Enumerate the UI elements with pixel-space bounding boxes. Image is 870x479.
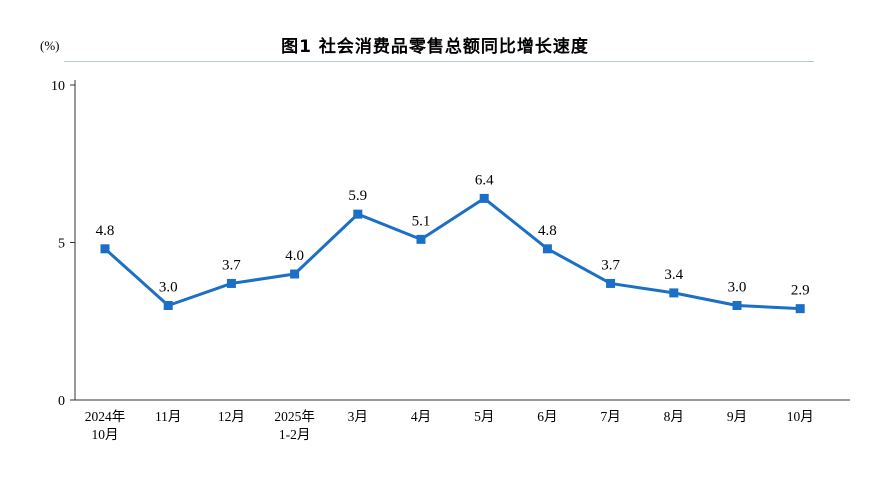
chart-title: 图1 社会消费品零售总额同比增长速度 (281, 37, 589, 57)
data-point-label: 4.0 (285, 248, 304, 264)
x-category-label: 10月 (92, 427, 119, 442)
data-point-label: 5.1 (412, 213, 431, 229)
data-point-label: 3.7 (601, 257, 620, 273)
y-tick-label: 0 (58, 394, 65, 409)
x-category-label: 4月 (411, 409, 431, 424)
y-tick-label: 5 (58, 237, 65, 252)
x-category-label: 5月 (474, 409, 494, 424)
data-point-marker (606, 278, 616, 288)
x-category-label: 8月 (664, 409, 684, 424)
x-category-label: 2024年 (85, 409, 126, 424)
data-point-marker (226, 278, 236, 288)
data-line (103, 196, 802, 311)
data-point-marker (163, 301, 173, 310)
data-point-marker (795, 304, 805, 314)
data-point-marker (353, 209, 363, 219)
data-point-label: 5.9 (348, 188, 367, 204)
x-category-label: 2025年 (274, 409, 315, 424)
data-point-marker (732, 301, 742, 310)
data-point-label: 3.0 (159, 280, 178, 296)
x-category-label: 7月 (600, 409, 620, 424)
line-chart: 0 5 10 4.8 3.0 3.7 4.0 5.9 5.1 6.4 4.8 3.7 3.4 3.0 2.9… (51, 79, 850, 442)
data-point-marker (100, 244, 110, 254)
data-point-marker (416, 234, 426, 244)
data-point-label: 6.4 (475, 172, 494, 188)
data-point-marker (542, 244, 552, 254)
x-category-label: 3月 (348, 409, 368, 424)
data-point-label: 4.8 (538, 223, 557, 239)
x-category-label: 9月 (727, 409, 747, 424)
data-point-marker (479, 193, 489, 203)
x-category-label: 6月 (537, 409, 557, 424)
x-category-label: 11月 (155, 409, 182, 424)
y-axis-unit-label: (%) (40, 38, 60, 53)
x-category-label: 1-2月 (279, 427, 311, 442)
data-point-label: 3.4 (664, 267, 683, 283)
data-point-label: 4.8 (96, 223, 115, 239)
data-point-marker (290, 269, 300, 279)
x-category-label: 12月 (218, 409, 245, 424)
x-category-label: 10月 (787, 409, 814, 424)
data-point-label: 3.7 (222, 257, 241, 273)
y-tick-label: 10 (51, 79, 65, 94)
title-divider (64, 61, 814, 62)
data-point-label: 3.0 (728, 280, 747, 296)
data-point-marker (669, 288, 679, 298)
data-point-label: 2.9 (791, 283, 810, 299)
